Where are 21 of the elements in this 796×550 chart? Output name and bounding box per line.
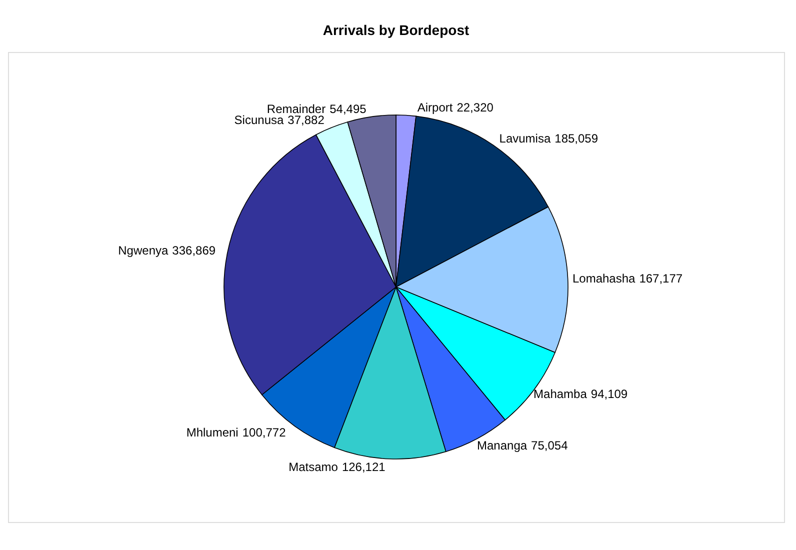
slice-label: Mhlumeni [186, 425, 238, 440]
data-label: 185,059 [554, 132, 598, 146]
data-label: 100,772 [242, 425, 286, 440]
data-label: 22,320 [456, 100, 494, 114]
data-label: 94,109 [590, 387, 628, 402]
data-label: 75,054 [531, 438, 568, 453]
slice-label: Lavumisa [499, 132, 551, 146]
slice-label: Airport [417, 100, 454, 114]
data-label: 126,121 [342, 460, 386, 474]
data-label: 336,869 [172, 243, 216, 258]
data-label: 167,177 [639, 272, 683, 286]
slice-label: Mahamba [534, 387, 588, 402]
slice-label: Mananga [477, 438, 528, 453]
slice-label: Lomahasha [572, 272, 636, 286]
slice-label: Ngwenya [118, 243, 168, 258]
slice-label: Remainder [266, 102, 326, 116]
slice-label: Sicunusa [234, 113, 284, 128]
data-label: 54,495 [330, 102, 367, 116]
data-label: 37,882 [288, 113, 325, 128]
chart-title: Arrivals by Bordepost [322, 22, 470, 38]
slice-label: Matsamo [288, 460, 338, 474]
